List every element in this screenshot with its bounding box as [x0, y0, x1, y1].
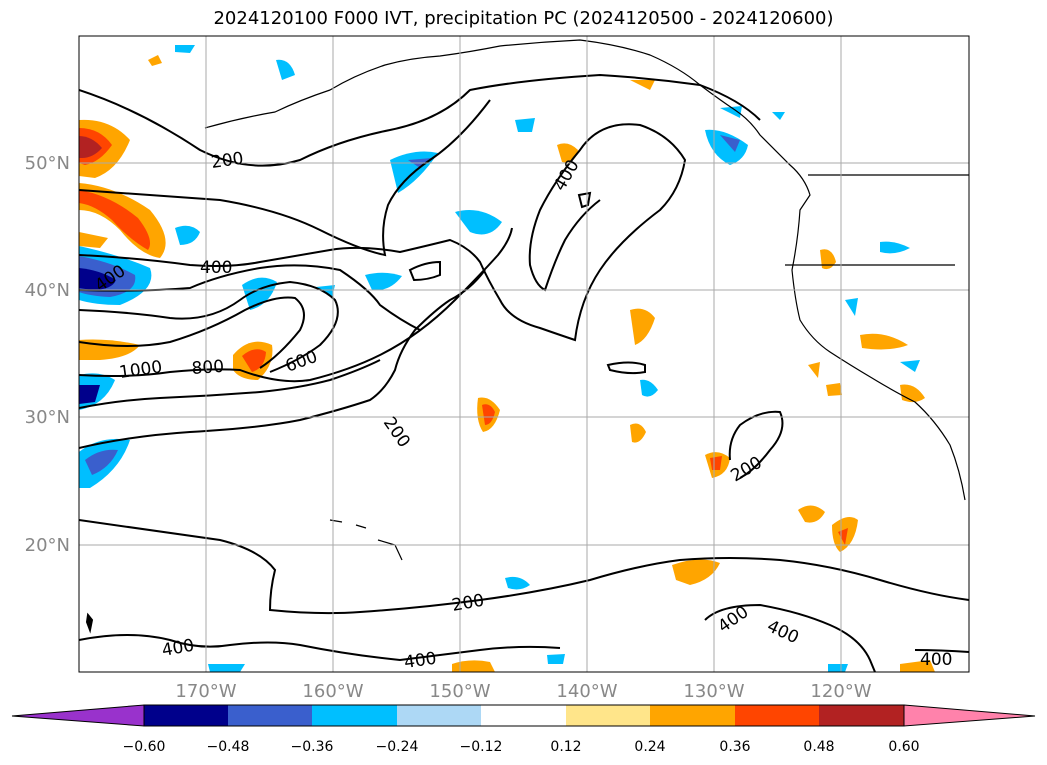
colorbar-frame	[143, 704, 905, 727]
contour-label: 1000	[118, 357, 164, 383]
colorbar-tick: 0.48	[803, 739, 834, 755]
contour-label: 200	[210, 149, 245, 173]
contour-label: 400	[160, 636, 195, 661]
colorbar-tick-labels: −0.60 −0.48 −0.36 −0.24 −0.12 0.12 0.24 …	[123, 739, 920, 755]
lat-tick-labels: 50°N 40°N 30°N 20°N	[25, 153, 70, 556]
colorbar-segment	[819, 705, 904, 726]
map-frame	[78, 35, 970, 673]
colorbar-tick: 0.24	[634, 739, 665, 755]
colorbar-segment	[144, 705, 228, 726]
colorbar-segment	[481, 705, 566, 726]
map-title: 2024120100 F000 IVT, precipitation PC (2…	[213, 8, 834, 29]
contour-label: 400	[714, 602, 752, 637]
lon-tick-label: 160°W	[302, 681, 363, 702]
colorbar-tick: 0.36	[719, 739, 750, 755]
contour-label: 200	[379, 413, 414, 451]
colorbar-segment	[735, 705, 819, 726]
colorbar-tick: −0.12	[460, 739, 503, 755]
contour-label: 400	[764, 616, 802, 648]
lon-tick-label: 150°W	[429, 681, 490, 702]
contour-label: 200	[450, 591, 485, 616]
colorbar-tick: −0.36	[291, 739, 334, 755]
colorbar-segment	[312, 705, 397, 726]
contour-label: 400	[200, 258, 232, 278]
lon-tick-labels: 170°W 160°W 150°W 140°W 130°W 120°W	[175, 681, 871, 702]
lon-tick-label: 130°W	[683, 681, 744, 702]
map-area: 200 400 400 400 1000 800 600 200 200 200…	[79, 36, 969, 673]
contour-label: 400	[403, 649, 438, 673]
colorbar-tick: 0.60	[888, 739, 919, 755]
lat-tick-label: 20°N	[25, 535, 70, 556]
colorbar-segment	[228, 705, 312, 726]
lat-tick-label: 30°N	[25, 407, 70, 428]
colorbar-tick: −0.24	[376, 739, 419, 755]
colorbar-extend-high	[903, 704, 1036, 727]
contour-label: 400	[920, 650, 952, 670]
contour-label: 400	[550, 156, 584, 194]
graticule	[79, 36, 969, 672]
colorbar-segment	[397, 705, 481, 726]
lon-tick-label: 120°W	[810, 681, 871, 702]
lon-tick-label: 140°W	[556, 681, 617, 702]
colorbar-tick: −0.48	[207, 739, 250, 755]
colorbar-segment	[650, 705, 735, 726]
contour-label: 600	[283, 347, 320, 377]
colorbar-tick: 0.12	[550, 739, 581, 755]
colorbar-extend-low	[11, 704, 145, 727]
colorbar	[11, 704, 1036, 727]
contour-label: 800	[191, 357, 225, 379]
ivt-contours	[79, 73, 969, 672]
contour-label: 200	[728, 453, 766, 487]
colorbar-tick: −0.60	[123, 739, 166, 755]
lon-tick-label: 170°W	[175, 681, 236, 702]
lat-tick-label: 40°N	[25, 280, 70, 301]
lat-tick-label: 50°N	[25, 153, 70, 174]
colorbar-segment	[566, 705, 650, 726]
